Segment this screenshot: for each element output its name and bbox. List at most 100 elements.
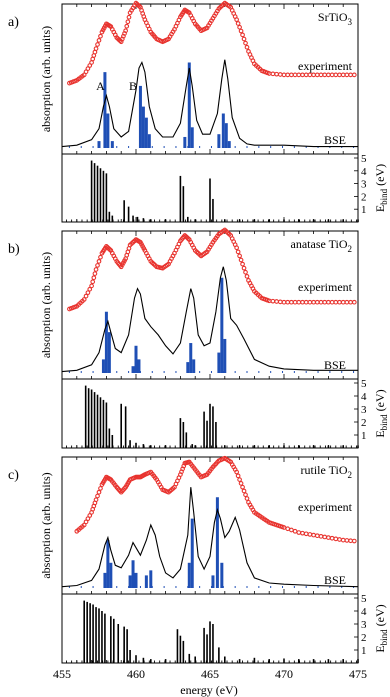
experiment-point — [337, 537, 342, 542]
experiment-point — [96, 489, 102, 495]
experiment-point — [311, 72, 316, 78]
experiment-point — [326, 299, 331, 305]
experiment-point — [322, 72, 328, 78]
experiment-point — [124, 23, 130, 29]
experiment-point — [300, 72, 305, 78]
experiment-point — [329, 72, 335, 78]
experiment-point — [344, 299, 350, 305]
experiment-point — [344, 72, 350, 78]
panels-group: a) absorption (arb. units) SrTiO3 experimen… — [8, 0, 389, 681]
panel-label: b) — [8, 242, 20, 257]
experiment-point — [96, 38, 102, 43]
panel-3: c) absorption (arb. units) rutile TiO2 expe… — [8, 455, 389, 664]
experiment-point — [123, 28, 128, 34]
panel-label: a) — [8, 15, 19, 30]
bind-tick-label: 1 — [361, 645, 367, 657]
experiment-label: experiment — [298, 59, 353, 73]
experiment-point — [237, 24, 242, 30]
x-tick-label: 475 — [349, 667, 367, 681]
experiment-point — [314, 299, 320, 305]
experiment-point — [270, 71, 276, 77]
experiment-point — [296, 72, 302, 78]
y-axis-label-absorption: absorption (arb. units) — [39, 472, 53, 578]
experiment-point — [333, 536, 339, 542]
experiment-point — [333, 299, 339, 305]
experiment-point — [98, 33, 103, 39]
bind-tick-label: 1 — [361, 430, 367, 442]
experiment-point — [307, 299, 313, 305]
experiment-point — [274, 71, 279, 77]
experiment-point — [235, 21, 241, 26]
experiment-point — [277, 299, 283, 305]
material-label: SrTiO3 — [318, 10, 353, 27]
experiment-point — [83, 293, 89, 299]
experiment-point — [340, 537, 346, 543]
bind-tick-label: 5 — [361, 593, 367, 605]
experiment-point — [240, 32, 245, 38]
experiment-point — [270, 298, 276, 304]
panel-1: a) absorption (arb. units) SrTiO3 experimen… — [8, 0, 389, 223]
bind-tick-label: 2 — [361, 417, 367, 429]
peak-label: B — [129, 79, 137, 93]
bind-tick-label: 2 — [361, 191, 367, 203]
experiment-point — [289, 72, 294, 78]
experiment-point — [351, 538, 357, 544]
experiment-point — [98, 486, 103, 491]
panel-2: b) absorption (arb. units) anatase TiO2 exp… — [8, 227, 389, 449]
experiment-point — [318, 299, 324, 305]
experiment-point — [238, 28, 244, 34]
experiment-point — [348, 299, 353, 305]
experiment-point — [240, 261, 245, 267]
experiment-point — [243, 40, 248, 46]
experiment-point — [240, 484, 245, 490]
experiment-point — [125, 19, 131, 25]
experiment-point — [307, 72, 313, 78]
experiment-point — [90, 279, 96, 285]
experiment-point — [274, 299, 279, 304]
experiment-point — [333, 72, 339, 78]
experiment-point — [303, 72, 309, 78]
x-tick-label: 465 — [201, 667, 219, 681]
experiment-point — [98, 254, 103, 260]
experiment-point — [300, 299, 305, 305]
experiment-point — [329, 299, 335, 305]
bse-line — [61, 487, 359, 588]
bse-line — [61, 59, 358, 148]
y-axis-label-absorption: absorption (arb. units) — [39, 252, 53, 358]
experiment-point — [241, 36, 247, 42]
experiment-point — [289, 299, 294, 305]
bind-tick-label: 1 — [361, 204, 367, 216]
experiment-point — [237, 477, 242, 482]
experiment-point — [234, 469, 239, 475]
experiment-point — [95, 42, 100, 47]
bind-tick-label: 2 — [361, 632, 367, 644]
experiment-point — [241, 265, 247, 271]
experiment-point — [300, 530, 305, 536]
x-tick-label: 460 — [127, 667, 145, 681]
experiment-point — [91, 275, 97, 281]
experiment-point — [326, 535, 331, 540]
experiment-point — [303, 299, 309, 305]
y-axis-label-binding: Ebind (eV) — [373, 389, 389, 437]
experiment-point — [281, 72, 287, 78]
experiment-label: experiment — [298, 500, 353, 514]
y-axis-label-binding: Ebind (eV) — [373, 604, 389, 652]
experiment-point — [95, 493, 100, 499]
bse-label: BSE — [324, 133, 346, 147]
experiment-point — [241, 488, 247, 494]
material-label: anatase TiO2 — [291, 237, 353, 254]
bind-tick-label: 4 — [361, 166, 367, 178]
panel-label: c) — [8, 468, 19, 483]
experiment-point — [314, 72, 320, 78]
experiment-point — [234, 245, 239, 251]
peak-label: A — [96, 79, 105, 93]
experiment-point — [303, 531, 309, 537]
y-axis-label-binding: Ebind (eV) — [373, 164, 389, 212]
experiment-point — [307, 532, 313, 537]
experiment-point — [237, 253, 242, 259]
experiment-label: experiment — [298, 280, 353, 294]
experiment-point — [311, 532, 316, 538]
experiment-point — [322, 299, 328, 305]
experiment-point — [292, 528, 298, 534]
experiment-point — [296, 530, 302, 535]
